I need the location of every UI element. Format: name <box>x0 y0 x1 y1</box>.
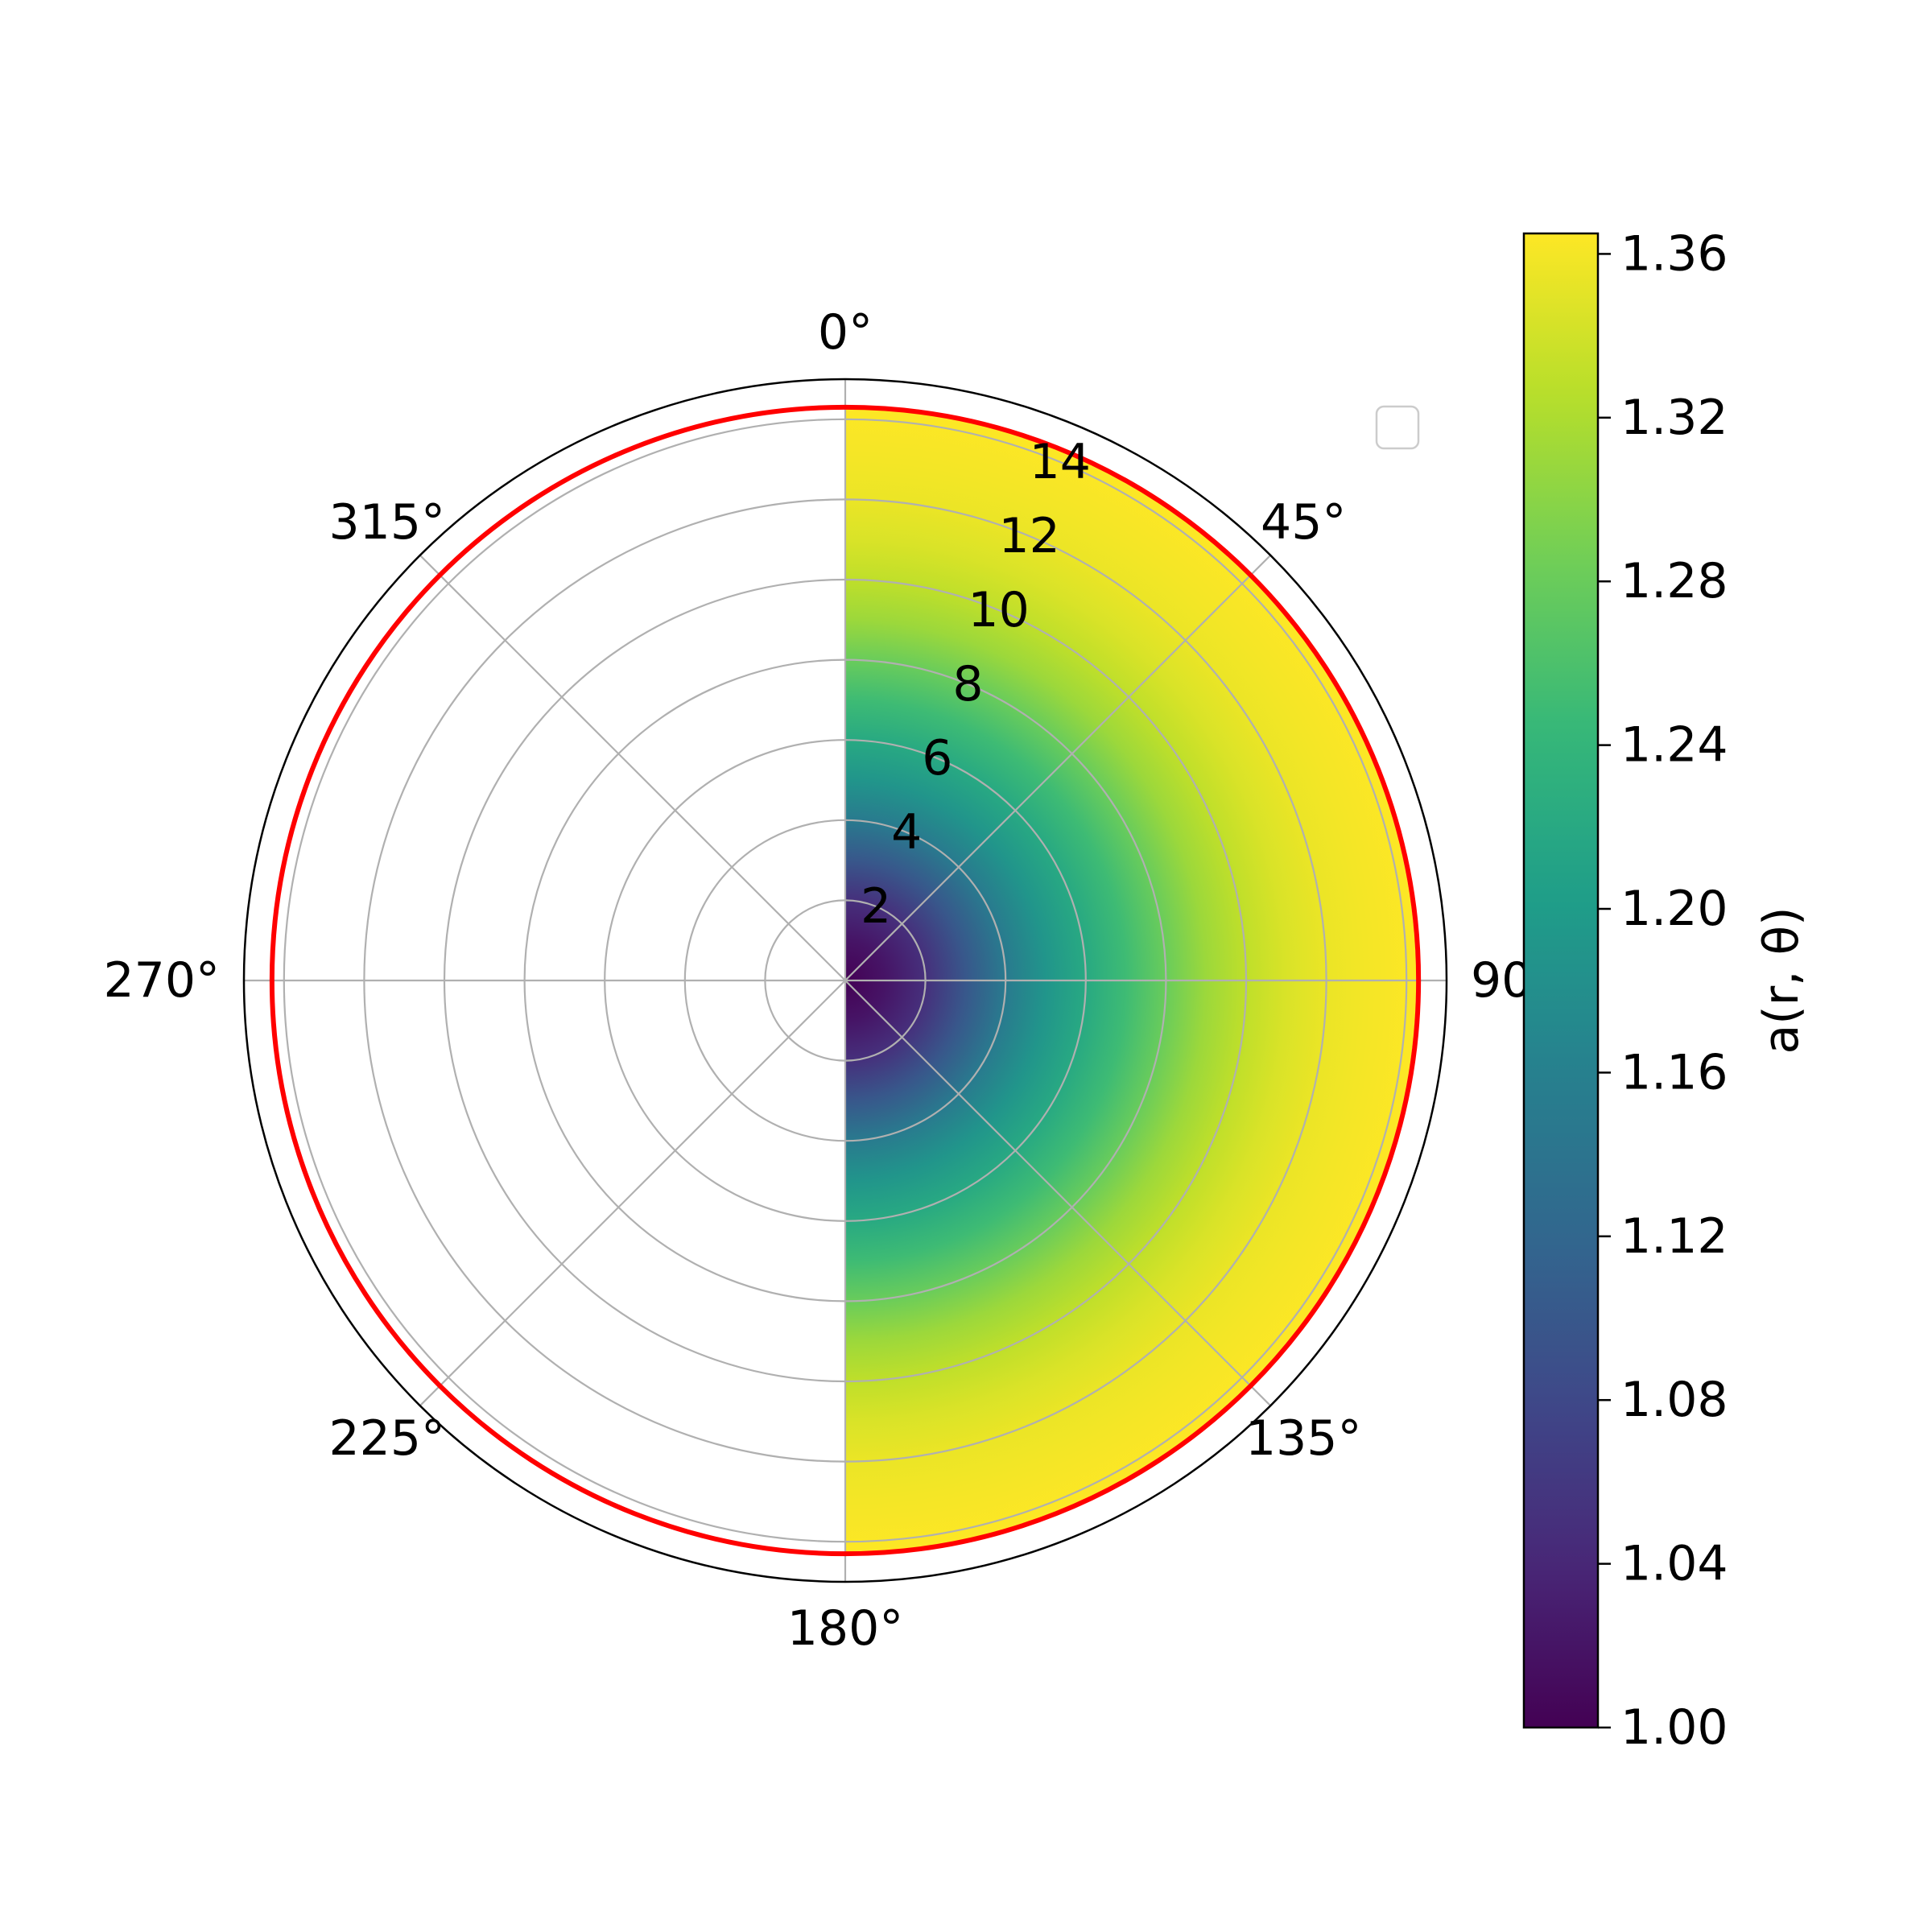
radial-tick-label: 8 <box>952 656 983 712</box>
polar-axes-outline <box>242 378 1448 1583</box>
angular-tick-label: 180° <box>787 1600 904 1657</box>
angular-tick-label: 135° <box>1245 1410 1362 1467</box>
colorbar-gradient <box>1524 233 1598 1728</box>
colorbar-ticks: 1.00 1.04 1.08 1.12 1.16 1.20 1.24 1.28 1.32 1.36 <box>1598 225 1728 1756</box>
radial-tick-label: 10 <box>968 582 1029 638</box>
angular-gridlines <box>244 379 1447 1582</box>
colorbar-label: a(r, θ) <box>1753 906 1810 1054</box>
colorbar-tick-label: 1.24 <box>1620 717 1728 774</box>
colorbar-tick-label: 1.20 <box>1620 881 1728 937</box>
angular-gridline <box>419 555 846 981</box>
colorbar-tick-label: 1.04 <box>1620 1536 1728 1592</box>
angular-tick-label: 0° <box>818 304 873 361</box>
angular-tick-label: 45° <box>1261 494 1346 551</box>
angular-tick-label: 225° <box>329 1410 446 1467</box>
radial-tick-label: 12 <box>999 508 1060 564</box>
colorbar-tick-label: 1.36 <box>1620 225 1728 282</box>
reference-circle <box>269 404 1422 1557</box>
colorbar-tick-label: 1.08 <box>1620 1372 1728 1428</box>
radial-tick-label: 4 <box>891 804 922 861</box>
colorbar-tick-label: 1.16 <box>1620 1044 1728 1100</box>
angular-gridline <box>844 555 1271 981</box>
radial-tick-label: 14 <box>1030 434 1091 490</box>
angular-tick-label: 270° <box>103 952 220 1009</box>
empty-legend-box <box>1375 405 1420 450</box>
angular-tick-labels: 0°45°90°135°180°225°270°315° <box>103 304 1556 1657</box>
colorbar: 1.00 1.04 1.08 1.12 1.16 1.20 1.24 1.28 1.32 1.36… <box>1522 225 1810 1756</box>
colorbar-tick-label: 1.00 <box>1620 1699 1728 1756</box>
angular-tick-label: 315° <box>329 494 446 551</box>
angular-gridline <box>419 980 846 1406</box>
colorbar-outline <box>1522 232 1600 1729</box>
colorbar-tick-label: 1.12 <box>1620 1208 1728 1265</box>
colorbar-tick-label: 1.32 <box>1620 390 1728 446</box>
colorbar-tick-label: 1.28 <box>1620 553 1728 609</box>
radial-tick-label: 2 <box>861 878 891 935</box>
radial-tick-label: 6 <box>922 730 952 786</box>
angular-gridline <box>844 980 1271 1406</box>
